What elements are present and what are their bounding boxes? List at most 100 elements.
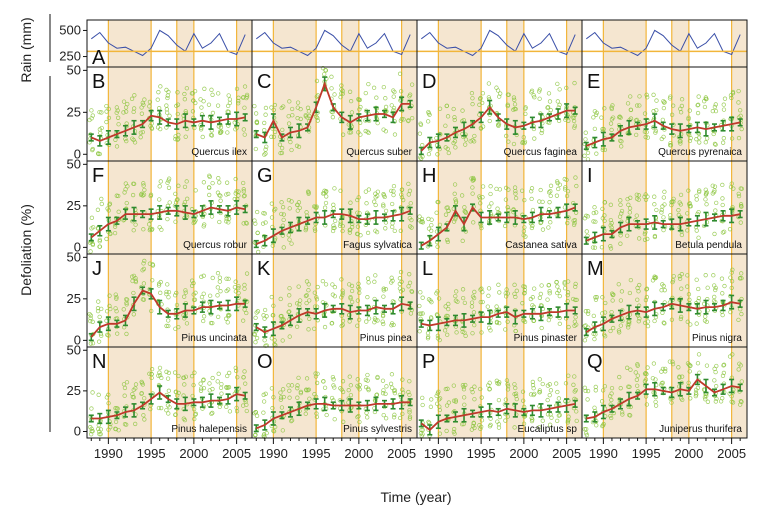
data-dot [312,290,317,295]
data-dot [142,187,147,193]
data-dot [312,226,317,231]
data-dot [556,396,562,401]
data-dot [366,280,371,285]
data-dot [173,326,178,331]
data-dot [391,88,396,93]
data-dot [713,208,718,213]
data-dot [242,369,247,374]
panel-frame [581,346,748,439]
data-dot [704,363,710,368]
data-dot [634,103,640,108]
data-dot [545,297,550,302]
data-dot [356,414,361,419]
data-dot [427,420,432,426]
data-dot [729,136,735,141]
data-dot [738,108,743,113]
data-dot [141,413,146,418]
data-dot [241,375,246,380]
data-dot [132,93,137,98]
data-dot [289,199,294,204]
data-dot [256,249,261,255]
data-dot [289,418,295,423]
data-dot [383,391,388,397]
data-dot [332,92,337,97]
data-dot [470,390,475,395]
data-dot [273,206,278,212]
data-dot [572,389,577,394]
data-dot [383,96,388,101]
data-dot [592,126,598,131]
data-dot [198,97,203,102]
data-dot [164,87,169,93]
data-dot [548,193,553,199]
data-dot [643,297,649,303]
data-dot [165,376,171,381]
data-dot [332,186,337,191]
data-dot [225,373,230,379]
data-dot [89,108,94,113]
data-dot [329,74,334,79]
data-dot [263,147,268,152]
data-dot [676,365,681,370]
data-dot [96,339,102,344]
data-dot [348,296,353,301]
data-dot [417,311,422,316]
data-dot [236,98,241,104]
data-dot [486,286,492,291]
rain-tick-label: 250 [59,49,81,64]
data-dot [106,208,111,213]
data-dot [157,106,162,111]
data-dot [241,94,246,100]
data-dot [142,396,147,401]
data-dot [478,287,483,292]
data-dot [96,392,101,397]
mean-line [586,378,741,420]
data-dot [314,94,319,99]
data-dot [599,399,605,404]
data-dot [306,191,311,196]
data-dot [728,275,733,280]
data-dot [281,212,287,217]
data-dot [722,283,727,289]
data-dot [389,372,395,377]
data-dot [608,246,614,251]
drought-shade [176,20,194,438]
data-dot [374,95,379,100]
data-dot [618,323,624,328]
data-dot [633,370,638,375]
defoliation-tick-label: 0 [74,332,81,347]
data-dot [497,187,503,192]
data-dot [97,429,102,434]
data-dot [254,120,259,125]
data-dot [547,393,552,398]
data-dot [462,402,467,407]
panel-label: K [257,258,271,280]
data-dot [617,214,623,219]
data-dot [736,367,741,372]
data-dot [728,309,733,315]
data-dot [340,288,345,293]
data-dot [380,319,385,324]
data-dot [714,200,719,206]
data-dot [241,187,246,192]
data-dot [182,184,188,189]
data-dot [329,395,335,401]
data-dot [572,220,577,226]
data-dot [108,231,113,237]
data-dot [420,395,425,400]
data-dot [199,294,205,300]
data-dot [738,186,743,191]
data-dot [696,94,701,99]
data-dot [339,387,344,392]
data-dot [704,393,709,399]
data-dot [713,287,718,293]
data-dot [279,150,285,156]
data-dot [217,180,222,185]
data-dot [254,310,259,315]
data-dot [494,186,499,192]
data-dot [314,380,320,386]
data-dot [348,98,354,104]
defoliation-tick-label: 50 [67,62,81,77]
x-tick-label: 1990 [589,446,618,461]
data-dot [215,270,221,276]
